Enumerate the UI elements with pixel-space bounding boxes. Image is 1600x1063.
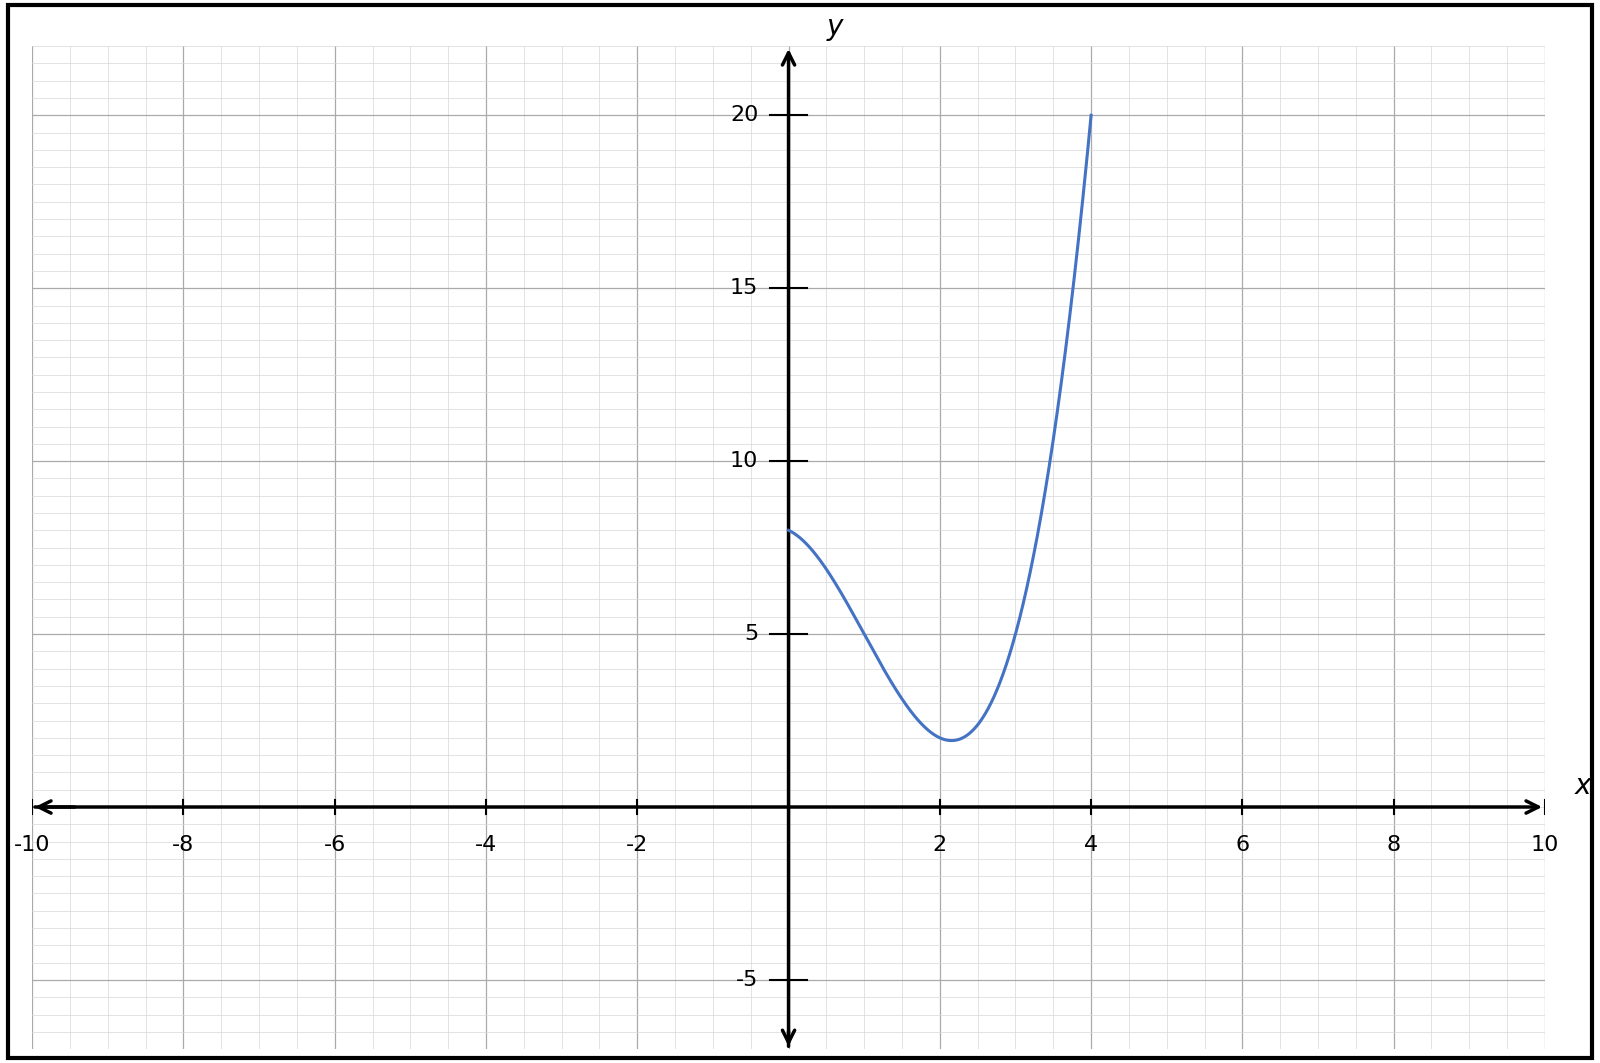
Text: -4: -4: [475, 834, 498, 855]
Text: 8: 8: [1387, 834, 1400, 855]
Text: y: y: [826, 13, 843, 41]
Text: 10: 10: [1531, 834, 1558, 855]
Text: x: x: [1574, 772, 1592, 800]
Text: -8: -8: [173, 834, 195, 855]
Text: -2: -2: [626, 834, 648, 855]
Text: 20: 20: [730, 105, 758, 125]
Text: 15: 15: [730, 279, 758, 299]
Text: 5: 5: [744, 624, 758, 644]
Text: 4: 4: [1085, 834, 1098, 855]
Text: 6: 6: [1235, 834, 1250, 855]
Text: 2: 2: [933, 834, 947, 855]
Text: -6: -6: [323, 834, 346, 855]
Text: -5: -5: [736, 969, 758, 990]
Text: -10: -10: [14, 834, 50, 855]
Text: 10: 10: [730, 451, 758, 471]
